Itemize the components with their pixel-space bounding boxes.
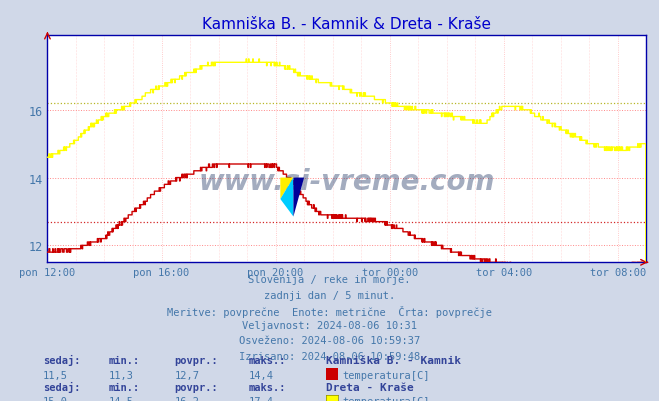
Text: sedaj:: sedaj: — [43, 354, 80, 365]
Text: zadnji dan / 5 minut.: zadnji dan / 5 minut. — [264, 290, 395, 300]
Text: 11,5: 11,5 — [43, 370, 68, 380]
Text: 11,3: 11,3 — [109, 370, 134, 380]
Text: www.si-vreme.com: www.si-vreme.com — [198, 167, 495, 195]
Text: 14,4: 14,4 — [249, 370, 274, 380]
Polygon shape — [280, 178, 293, 217]
Text: temperatura[C]: temperatura[C] — [343, 370, 430, 380]
Text: Slovenija / reke in morje.: Slovenija / reke in morje. — [248, 275, 411, 285]
Text: Osveženo: 2024-08-06 10:59:37: Osveženo: 2024-08-06 10:59:37 — [239, 336, 420, 346]
Text: 16,2: 16,2 — [175, 396, 200, 401]
Text: 15,0: 15,0 — [43, 396, 68, 401]
Text: Meritve: povprečne  Enote: metrične  Črta: povprečje: Meritve: povprečne Enote: metrične Črta:… — [167, 305, 492, 317]
Text: maks.:: maks.: — [249, 382, 287, 392]
Polygon shape — [280, 178, 293, 200]
Polygon shape — [293, 178, 304, 217]
Text: povpr.:: povpr.: — [175, 382, 218, 392]
Text: povpr.:: povpr.: — [175, 355, 218, 365]
Text: Dreta - Kraše: Dreta - Kraše — [326, 382, 414, 392]
Text: 14,5: 14,5 — [109, 396, 134, 401]
Text: min.:: min.: — [109, 355, 140, 365]
Text: min.:: min.: — [109, 382, 140, 392]
Text: Izrisano: 2024-08-06 10:59:48: Izrisano: 2024-08-06 10:59:48 — [239, 351, 420, 361]
Text: maks.:: maks.: — [249, 355, 287, 365]
Text: 17,4: 17,4 — [249, 396, 274, 401]
Text: sedaj:: sedaj: — [43, 381, 80, 392]
Text: temperatura[C]: temperatura[C] — [343, 396, 430, 401]
Text: Kamniška B. - Kamnik: Kamniška B. - Kamnik — [326, 355, 461, 365]
Title: Kamniška B. - Kamnik & Dreta - Kraše: Kamniška B. - Kamnik & Dreta - Kraše — [202, 17, 491, 32]
Text: 12,7: 12,7 — [175, 370, 200, 380]
Text: Veljavnost: 2024-08-06 10:31: Veljavnost: 2024-08-06 10:31 — [242, 320, 417, 330]
